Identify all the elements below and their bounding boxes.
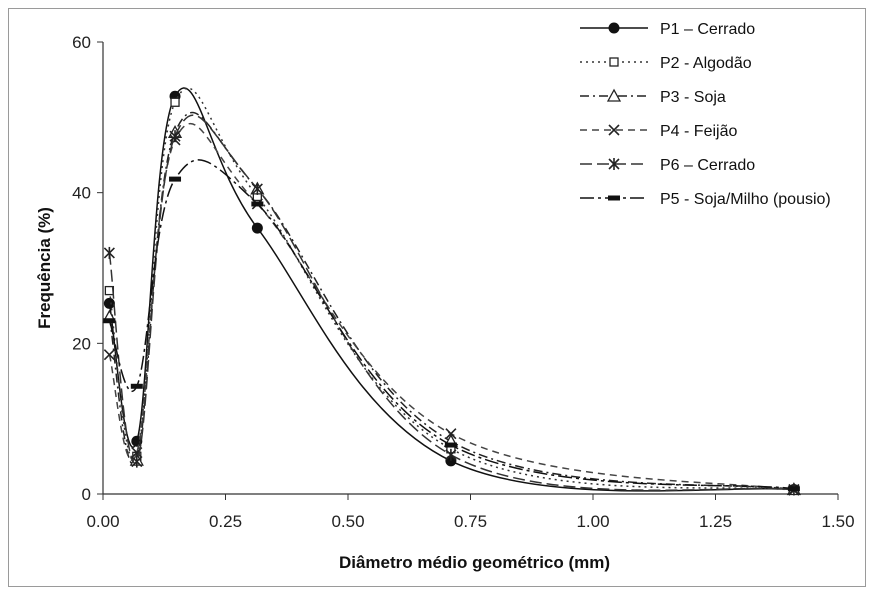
data-point [103, 297, 115, 309]
legend-label: P1 – Cerrado [660, 21, 755, 38]
legend-swatch-marker [608, 124, 620, 136]
legend-label: P2 - Algodão [660, 55, 752, 72]
legend-item: P5 - Soja/Milho (pousio) [580, 191, 831, 208]
legend-swatch-marker [608, 158, 620, 170]
legend-item: P3 - Soja [580, 88, 726, 106]
y-tick-label: 60 [72, 33, 91, 52]
marker-circle [608, 22, 620, 34]
series-line [108, 123, 795, 491]
legend-item: P4 - Feijão [580, 123, 737, 140]
series-5 [103, 114, 800, 496]
marker-dash [169, 176, 182, 182]
marker-dash [251, 201, 264, 207]
axes: 0 20 40 60 0.00 0.25 0.50 0.75 1.00 1.25 1.50 [72, 33, 854, 531]
legend-item: P1 – Cerrado [580, 21, 755, 38]
x-tick-label: 0.00 [86, 512, 119, 531]
y-tick-label: 40 [72, 184, 91, 203]
marker-circle [251, 222, 263, 234]
marker-dash [130, 383, 143, 389]
data-point [169, 130, 181, 143]
data-point [131, 455, 143, 468]
legend-label: P4 - Feijão [660, 123, 737, 140]
series-line [108, 87, 794, 491]
legend-swatch-marker [609, 57, 619, 67]
x-tick-label: 1.00 [576, 512, 609, 531]
y-tick-label: 20 [72, 334, 91, 353]
legend-label: P3 - Soja [660, 89, 726, 106]
marker-x-b [608, 124, 620, 136]
x-tick-label: 0.25 [209, 512, 242, 531]
data-point [787, 486, 800, 492]
marker-circle [103, 297, 115, 309]
marker-dash [444, 442, 457, 448]
x-tick-label: 0.50 [331, 512, 364, 531]
legend-item: P2 - Algodão [580, 55, 752, 72]
series-6 [103, 159, 800, 492]
data-point [130, 383, 143, 389]
data-point [251, 222, 263, 234]
data-point [103, 246, 115, 259]
data-point [251, 201, 264, 207]
marker-square [609, 57, 619, 67]
data-point [445, 448, 457, 461]
data-point [103, 349, 115, 361]
data-point [170, 97, 180, 107]
legend-swatch-marker [608, 22, 620, 34]
data-point [169, 176, 182, 182]
legend-swatch-marker [608, 195, 620, 201]
legend-item: P6 – Cerrado [580, 157, 755, 174]
data-point [445, 428, 457, 440]
y-axis-label: Frequência (%) [35, 207, 54, 329]
legend-swatch-marker [606, 88, 622, 102]
x-tick-label: 0.75 [454, 512, 487, 531]
x-axis-label: Diâmetro médio geométrico (mm) [339, 553, 610, 572]
marker-dash [608, 195, 620, 201]
marker-triangle [606, 88, 622, 102]
marker-x-b [445, 428, 457, 440]
y-tick-label: 0 [82, 485, 91, 504]
x-tick-label: 1.50 [821, 512, 854, 531]
legend: P1 – Cerrado P2 - Algodão P3 - Soja P4 - Fe… [580, 21, 831, 208]
data-point [103, 318, 116, 324]
legend-label: P6 – Cerrado [660, 157, 755, 174]
series-layer [102, 87, 801, 496]
data-point [251, 182, 263, 195]
x-tick-label: 1.25 [699, 512, 732, 531]
marker-dash [787, 486, 800, 492]
series-line [108, 87, 794, 492]
marker-square [170, 97, 180, 107]
marker-dash [103, 318, 116, 324]
legend-label: P5 - Soja/Milho (pousio) [660, 191, 831, 208]
marker-x-b [103, 349, 115, 361]
data-point [444, 442, 457, 448]
